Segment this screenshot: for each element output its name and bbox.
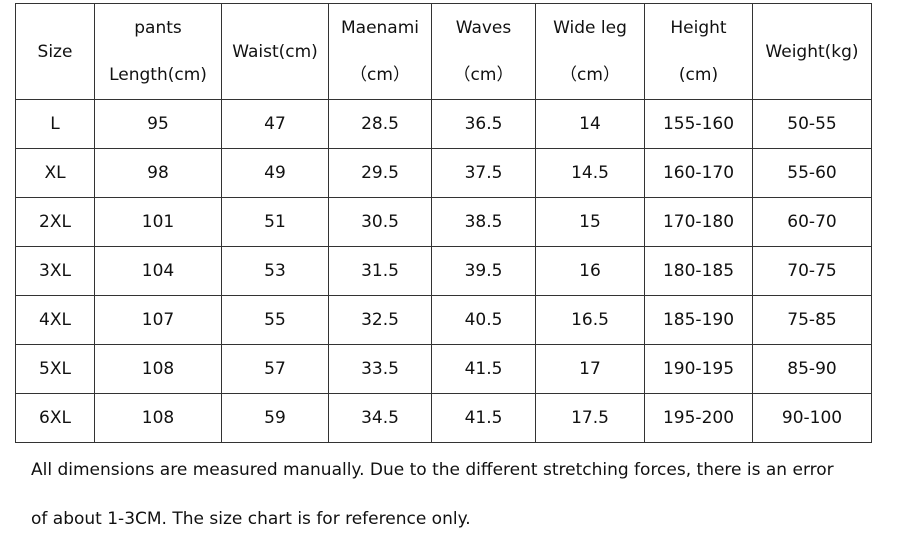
cell-size: XL	[15, 148, 95, 198]
cell-wide-leg: 16.5	[535, 295, 645, 345]
cell-size: L	[15, 99, 95, 149]
table-row: 4XL 107 55 32.5 40.5 16.5 185-190 75-85	[15, 295, 872, 345]
cell-height: 155-160	[644, 99, 753, 149]
header-maenami-line2: （cm）	[350, 65, 410, 85]
cell-weight: 90-100	[752, 393, 872, 443]
header-weight: Weight(kg)	[752, 3, 872, 100]
header-waves-line1: Waves	[455, 18, 512, 38]
cell-weight: 55-60	[752, 148, 872, 198]
cell-height: 190-195	[644, 344, 753, 394]
cell-waist: 57	[221, 344, 329, 394]
table-header-row: Size pants Length(cm) Waist(cm) Maenami …	[15, 3, 872, 100]
cell-height: 160-170	[644, 148, 753, 198]
cell-pants-length: 107	[94, 295, 222, 345]
cell-size: 5XL	[15, 344, 95, 394]
cell-waves: 39.5	[431, 246, 536, 296]
cell-pants-length: 95	[94, 99, 222, 149]
cell-weight: 50-55	[752, 99, 872, 149]
cell-maenami: 32.5	[328, 295, 432, 345]
header-wide-leg-line1: Wide leg	[553, 18, 627, 38]
cell-maenami: 30.5	[328, 197, 432, 247]
cell-waist: 51	[221, 197, 329, 247]
cell-pants-length: 108	[94, 344, 222, 394]
cell-size: 2XL	[15, 197, 95, 247]
table-row: 6XL 108 59 34.5 41.5 17.5 195-200 90-100	[15, 393, 872, 443]
table-row: 5XL 108 57 33.5 41.5 17 190-195 85-90	[15, 344, 872, 394]
cell-waist: 53	[221, 246, 329, 296]
header-height-line2: (cm)	[678, 65, 719, 85]
cell-weight: 70-75	[752, 246, 872, 296]
header-height: Height (cm)	[644, 3, 753, 100]
header-pants-length-line1: pants	[134, 18, 182, 38]
cell-waves: 40.5	[431, 295, 536, 345]
cell-weight: 85-90	[752, 344, 872, 394]
cell-waist: 47	[221, 99, 329, 149]
table-row: 3XL 104 53 31.5 39.5 16 180-185 70-75	[15, 246, 872, 296]
cell-waist: 49	[221, 148, 329, 198]
header-waves-line2: （cm）	[453, 65, 514, 85]
cell-waves: 38.5	[431, 197, 536, 247]
header-waves: Waves （cm）	[431, 3, 536, 100]
cell-height: 180-185	[644, 246, 753, 296]
cell-pants-length: 98	[94, 148, 222, 198]
header-size-label: Size	[37, 41, 73, 62]
header-wide-leg-line2: （cm）	[560, 65, 620, 85]
header-height-line1: Height	[670, 18, 727, 38]
header-weight-label: Weight(kg)	[765, 41, 859, 62]
header-maenami-line1: Maenami	[340, 18, 420, 38]
cell-weight: 60-70	[752, 197, 872, 247]
cell-height: 170-180	[644, 197, 753, 247]
cell-wide-leg: 14	[535, 99, 645, 149]
header-wide-leg: Wide leg （cm）	[535, 3, 645, 100]
cell-waist: 59	[221, 393, 329, 443]
header-pants-length-line2: Length(cm)	[109, 65, 207, 85]
table-row: L 95 47 28.5 36.5 14 155-160 50-55	[15, 99, 872, 149]
note-line-2: of about 1-3CM. The size chart is for re…	[31, 509, 471, 529]
cell-wide-leg: 16	[535, 246, 645, 296]
note-line-1: All dimensions are measured manually. Du…	[31, 460, 834, 480]
size-chart-table: Size pants Length(cm) Waist(cm) Maenami …	[15, 3, 872, 443]
cell-pants-length: 108	[94, 393, 222, 443]
cell-pants-length: 101	[94, 197, 222, 247]
cell-wide-leg: 17.5	[535, 393, 645, 443]
cell-waves: 41.5	[431, 393, 536, 443]
cell-wide-leg: 14.5	[535, 148, 645, 198]
table-row: XL 98 49 29.5 37.5 14.5 160-170 55-60	[15, 148, 872, 198]
cell-maenami: 29.5	[328, 148, 432, 198]
cell-maenami: 28.5	[328, 99, 432, 149]
cell-pants-length: 104	[94, 246, 222, 296]
cell-wide-leg: 15	[535, 197, 645, 247]
cell-size: 6XL	[15, 393, 95, 443]
table-row: 2XL 101 51 30.5 38.5 15 170-180 60-70	[15, 197, 872, 247]
cell-waves: 37.5	[431, 148, 536, 198]
cell-height: 185-190	[644, 295, 753, 345]
header-maenami: Maenami （cm）	[328, 3, 432, 100]
header-waist: Waist(cm)	[221, 3, 329, 100]
cell-wide-leg: 17	[535, 344, 645, 394]
header-pants-length: pants Length(cm)	[94, 3, 222, 100]
cell-waves: 36.5	[431, 99, 536, 149]
cell-size: 3XL	[15, 246, 95, 296]
cell-weight: 75-85	[752, 295, 872, 345]
cell-waves: 41.5	[431, 344, 536, 394]
cell-waist: 55	[221, 295, 329, 345]
header-waist-label: Waist(cm)	[232, 41, 318, 62]
header-size: Size	[15, 3, 95, 100]
cell-size: 4XL	[15, 295, 95, 345]
cell-maenami: 33.5	[328, 344, 432, 394]
cell-height: 195-200	[644, 393, 753, 443]
cell-maenami: 31.5	[328, 246, 432, 296]
cell-maenami: 34.5	[328, 393, 432, 443]
